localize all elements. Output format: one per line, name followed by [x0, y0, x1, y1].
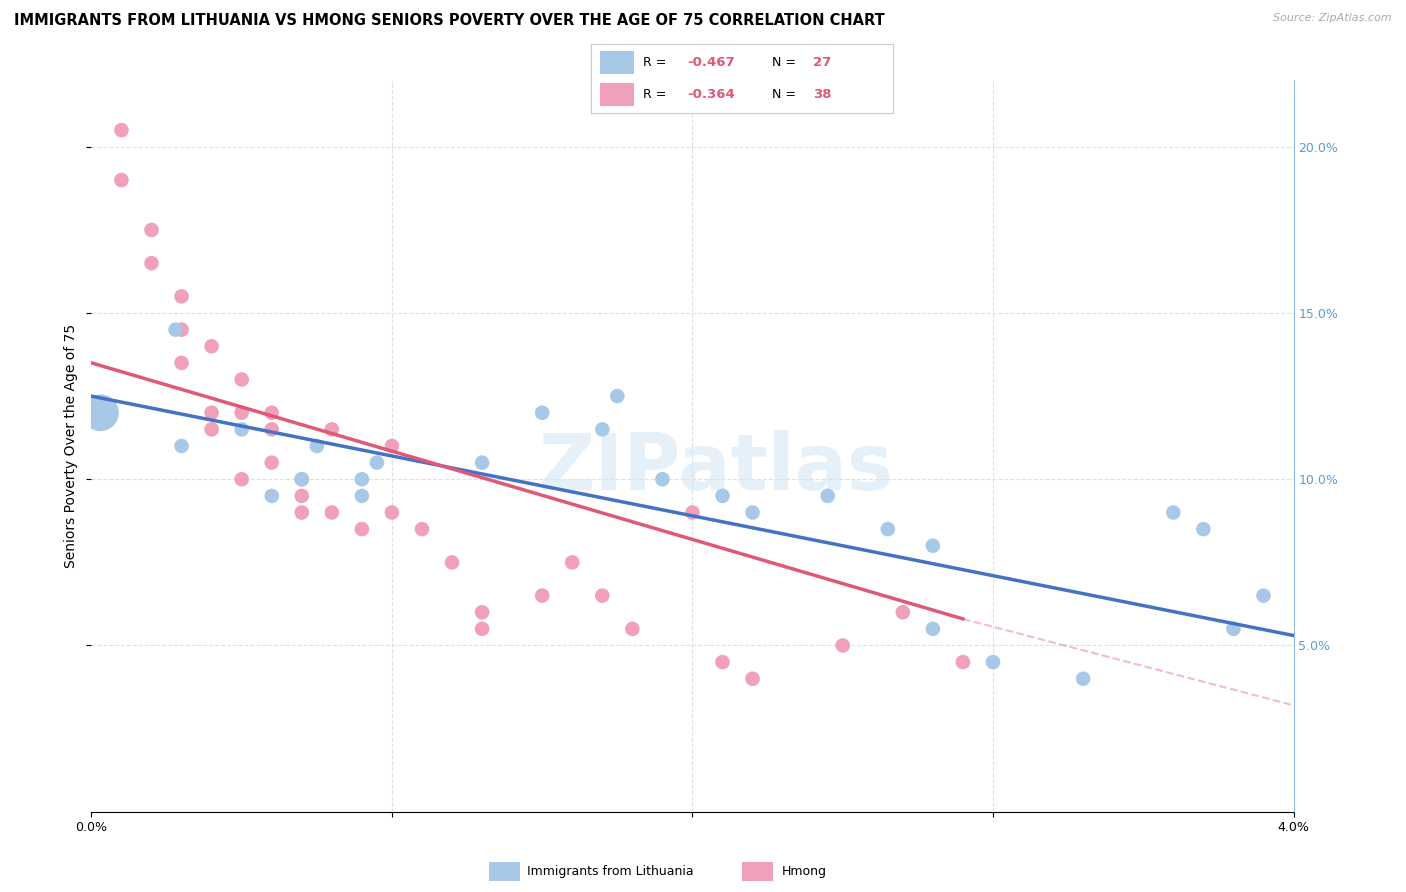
Text: N =: N = — [772, 88, 800, 102]
Text: ZIPatlas: ZIPatlas — [538, 430, 894, 506]
Point — [381, 506, 404, 520]
Point — [321, 506, 343, 520]
Point — [201, 339, 224, 353]
Point — [1253, 589, 1275, 603]
Point — [170, 289, 193, 303]
Point — [260, 456, 283, 470]
Text: IMMIGRANTS FROM LITHUANIA VS HMONG SENIORS POVERTY OVER THE AGE OF 75 CORRELATIO: IMMIGRANTS FROM LITHUANIA VS HMONG SENIO… — [14, 13, 884, 29]
Point — [291, 506, 314, 520]
Point — [231, 372, 253, 386]
Point — [1222, 622, 1244, 636]
Point — [366, 456, 388, 470]
Text: Immigrants from Lithuania: Immigrants from Lithuania — [527, 865, 695, 878]
Point — [321, 422, 343, 436]
Point — [741, 672, 763, 686]
Point — [291, 472, 314, 486]
Text: N =: N = — [772, 55, 800, 69]
Point — [350, 489, 373, 503]
Text: R =: R = — [644, 55, 671, 69]
Point — [1192, 522, 1215, 536]
Point — [471, 456, 494, 470]
Point — [165, 323, 187, 337]
Point — [922, 539, 945, 553]
Point — [350, 522, 373, 536]
Y-axis label: Seniors Poverty Over the Age of 75: Seniors Poverty Over the Age of 75 — [65, 324, 79, 568]
Point — [291, 472, 314, 486]
Text: Hmong: Hmong — [782, 865, 827, 878]
Point — [231, 472, 253, 486]
Point — [381, 439, 404, 453]
Point — [89, 406, 111, 420]
Point — [831, 639, 853, 653]
Text: R =: R = — [644, 88, 671, 102]
Point — [922, 622, 945, 636]
Point — [260, 422, 283, 436]
Point — [170, 356, 193, 370]
Point — [440, 555, 463, 569]
Point — [170, 323, 193, 337]
Point — [651, 472, 673, 486]
Text: 38: 38 — [813, 88, 831, 102]
Point — [876, 522, 898, 536]
Point — [471, 622, 494, 636]
Point — [531, 406, 554, 420]
Point — [606, 389, 628, 403]
Point — [817, 489, 839, 503]
Point — [531, 589, 554, 603]
Point — [952, 655, 974, 669]
Point — [141, 223, 163, 237]
Point — [201, 422, 224, 436]
Point — [561, 555, 583, 569]
Point — [141, 256, 163, 270]
Point — [260, 489, 283, 503]
Bar — [599, 83, 634, 106]
Point — [260, 406, 283, 420]
Point — [621, 622, 644, 636]
Point — [591, 589, 613, 603]
Point — [591, 422, 613, 436]
Point — [711, 489, 734, 503]
Point — [711, 655, 734, 669]
Point — [1071, 672, 1094, 686]
Point — [411, 522, 433, 536]
Text: 27: 27 — [813, 55, 831, 69]
Text: -0.467: -0.467 — [688, 55, 735, 69]
Point — [170, 439, 193, 453]
Point — [681, 506, 703, 520]
Point — [981, 655, 1004, 669]
Point — [110, 123, 132, 137]
Point — [1161, 506, 1184, 520]
Point — [291, 489, 314, 503]
Point — [201, 406, 224, 420]
Bar — [599, 51, 634, 74]
Point — [741, 506, 763, 520]
Point — [471, 605, 494, 619]
Point — [891, 605, 914, 619]
Text: Source: ZipAtlas.com: Source: ZipAtlas.com — [1274, 13, 1392, 23]
Point — [231, 422, 253, 436]
Point — [231, 406, 253, 420]
Text: -0.364: -0.364 — [688, 88, 735, 102]
Point — [350, 472, 373, 486]
Point — [305, 439, 328, 453]
Point — [110, 173, 132, 187]
